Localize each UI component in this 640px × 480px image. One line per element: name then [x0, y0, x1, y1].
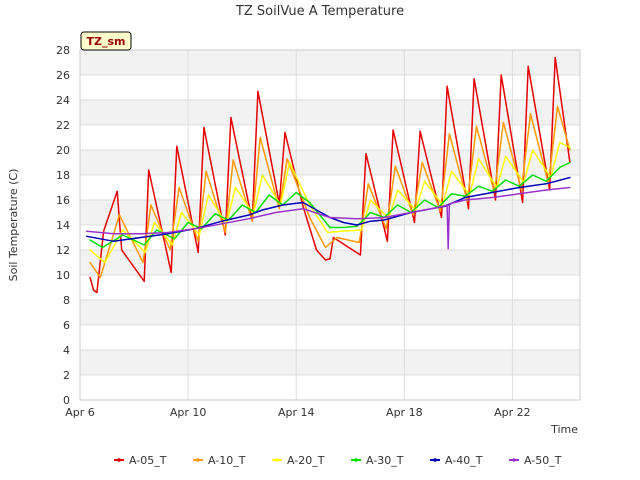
- series-line-a-05-t: [89, 56, 571, 294]
- legend-label: A-10_T: [208, 454, 246, 467]
- site-badge-label: TZ_sm: [87, 35, 126, 48]
- grid-band: [80, 225, 580, 250]
- legend-marker: [433, 458, 437, 462]
- series-line-a-50-t: [86, 186, 571, 250]
- x-tick-label: Apr 18: [386, 406, 423, 419]
- grid-band: [80, 325, 580, 350]
- legend-label: A-50_T: [524, 454, 562, 467]
- grid-band: [80, 75, 580, 100]
- legend-item: A-40_T: [430, 454, 483, 467]
- grid-band: [80, 275, 580, 300]
- series-lines: [86, 56, 571, 294]
- x-tick-label: Apr 14: [278, 406, 315, 419]
- y-tick-label: 24: [56, 94, 70, 107]
- y-tick-label: 22: [56, 119, 70, 132]
- y-axis-title: Soil Temperature (C): [7, 169, 20, 282]
- series-line-a-10-t: [89, 105, 571, 279]
- x-tick-label: Apr 22: [494, 406, 531, 419]
- legend-marker: [117, 458, 121, 462]
- y-tick-label: 14: [56, 219, 70, 232]
- y-tick-label: 10: [56, 269, 70, 282]
- y-tick-label: 4: [63, 344, 70, 357]
- y-tick-label: 2: [63, 369, 70, 382]
- legend-marker: [196, 458, 200, 462]
- legend-item: A-50_T: [509, 454, 562, 467]
- grid-band: [80, 50, 580, 75]
- legend-item: A-30_T: [351, 454, 404, 467]
- legend-item: A-10_T: [193, 454, 246, 467]
- x-axis-ticks: Apr 6 Apr 10 Apr 14 Apr 18 Apr 22: [65, 406, 530, 419]
- grid-band: [80, 200, 580, 225]
- legend-label: A-20_T: [287, 454, 325, 467]
- grid-band: [80, 100, 580, 125]
- grid-band: [80, 350, 580, 375]
- grid-band: [80, 375, 580, 400]
- y-tick-label: 6: [63, 319, 70, 332]
- series-line-a-30-t: [89, 161, 571, 249]
- grid-band: [80, 150, 580, 175]
- site-badge-box: [80, 31, 132, 51]
- legend-label: A-40_T: [445, 454, 483, 467]
- legend-label: A-05_T: [129, 454, 167, 467]
- y-tick-label: 16: [56, 194, 70, 207]
- y-tick-label: 26: [56, 69, 70, 82]
- y-tick-label: 28: [56, 44, 70, 57]
- legend-marker: [354, 458, 358, 462]
- legend-marker: [275, 458, 279, 462]
- grid-band: [80, 250, 580, 275]
- x-axis-title: Time: [550, 423, 578, 436]
- y-tick-label: 18: [56, 169, 70, 182]
- legend-item: A-05_T: [114, 454, 167, 467]
- grid-band: [80, 300, 580, 325]
- x-tick-label: Apr 6: [65, 406, 95, 419]
- legend-item: A-20_T: [272, 454, 325, 467]
- series-line-a-20-t: [89, 141, 571, 264]
- legend-marker: [512, 458, 516, 462]
- plot-area-border: [79, 49, 581, 401]
- y-tick-label: 12: [56, 244, 70, 257]
- y-tick-label: 0: [63, 394, 70, 407]
- site-badge: TZ_sm: [80, 31, 132, 51]
- x-tick-label: Apr 10: [170, 406, 207, 419]
- grid-band: [80, 125, 580, 150]
- chart-title: TZ SoilVue A Temperature: [235, 4, 404, 19]
- legend-label: A-30_T: [366, 454, 404, 467]
- y-tick-label: 20: [56, 144, 70, 157]
- y-tick-label: 8: [63, 294, 70, 307]
- legend: A-05_T A-10_T A-20_T A-30_T A-40_T A-50_T: [114, 454, 562, 467]
- plot-background: [80, 50, 580, 400]
